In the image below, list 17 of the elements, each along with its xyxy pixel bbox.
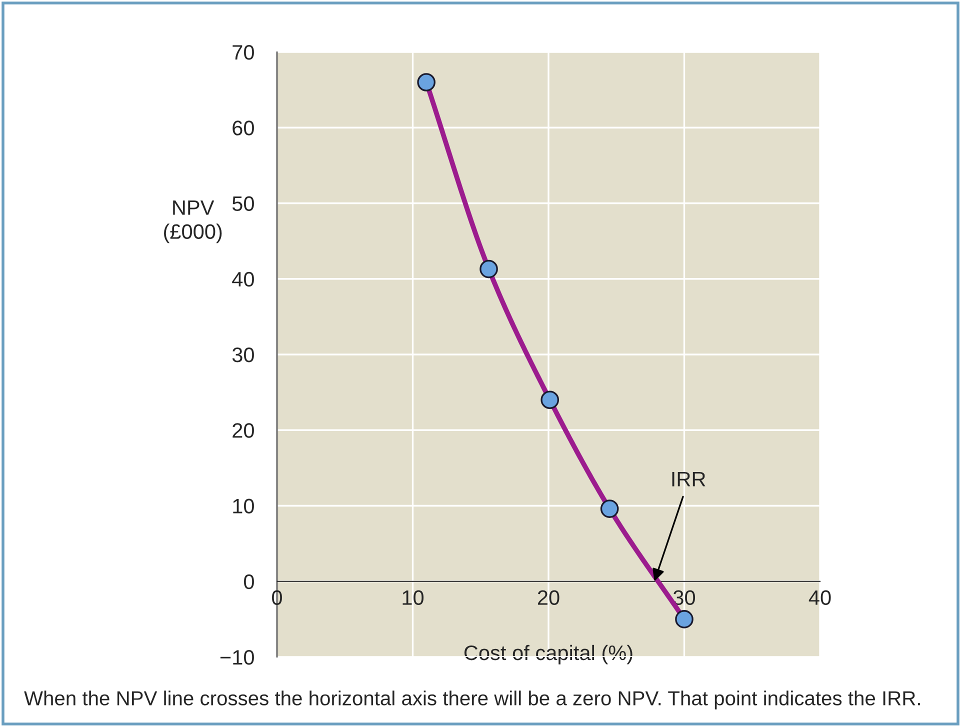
annotation: IRR — [672, 472, 706, 486]
x-tick-label: 10 — [402, 590, 424, 606]
x-tick-label: 40 — [808, 590, 831, 606]
y-tick-label: 70 — [232, 45, 254, 60]
y-tick-label: 10 — [233, 498, 254, 514]
text: When the NPV line crosses the horizontal axis there will be a zero NPV. That point indicates the IRR. — [24, 690, 920, 710]
y-tick-label: −10 — [220, 650, 254, 665]
x-tick-label: 30 — [673, 590, 696, 606]
x-axis-title: Cost of capital (%) — [464, 644, 632, 664]
y-tick-label: 40 — [232, 272, 254, 287]
y-tick-label: 50 — [232, 196, 254, 212]
x-tick-label: 20 — [538, 590, 560, 606]
y-tick-label: 60 — [232, 120, 254, 136]
y-axis-title: NPV (£000) — [164, 200, 222, 244]
y-tick-label: 0 — [244, 574, 254, 590]
y-tick-label: 20 — [232, 423, 254, 438]
y-tick-label: 30 — [232, 348, 254, 362]
